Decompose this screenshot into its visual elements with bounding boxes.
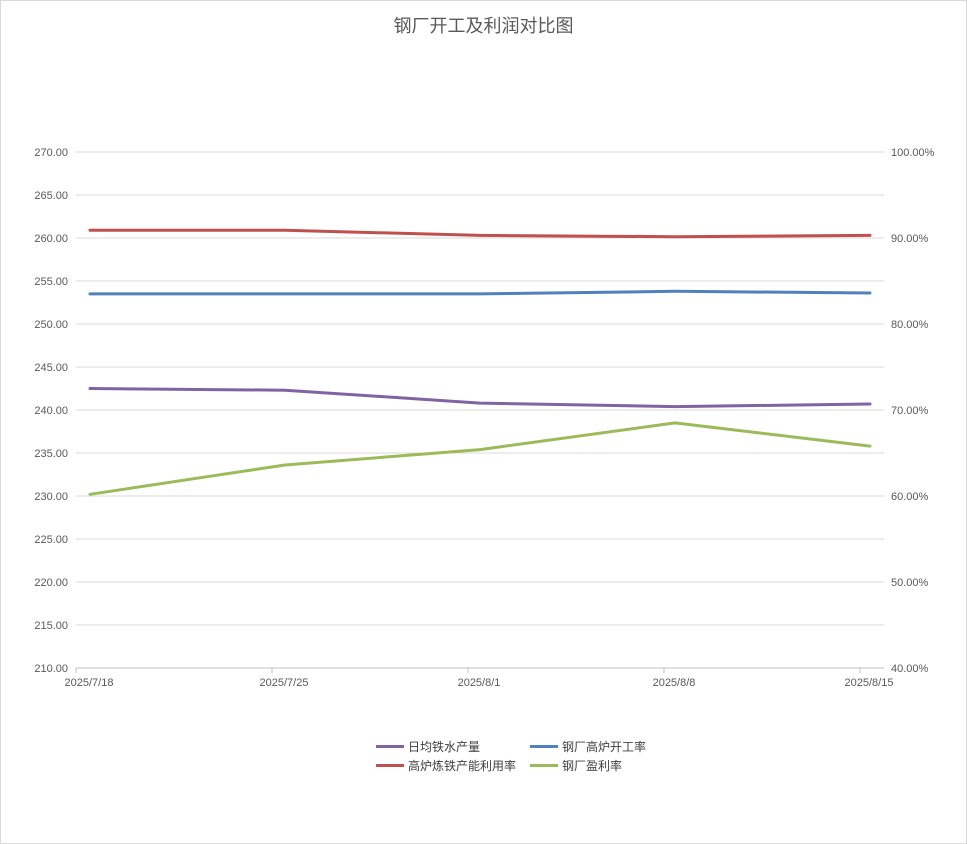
y-right-tick-label: 60.00%: [891, 491, 929, 503]
left-axis-ticks: 270.00 265.00 260.00 255.00 250.00 245.00 240.…: [34, 147, 68, 675]
legend-label-capacity-util: 高炉炼铁产能利用率: [408, 759, 517, 773]
legend-label-daily-iron: 日均铁水产量: [408, 740, 481, 754]
y-left-tick-label: 260.00: [34, 233, 68, 245]
right-axis-ticks: 100.00% 90.00% 80.00% 70.00% 60.00% 50.00% 40.…: [891, 147, 935, 675]
y-left-tick-label: 230.00: [34, 491, 68, 503]
x-tick-label: 2025/7/18: [65, 677, 114, 689]
y-left-tick-label: 250.00: [34, 319, 68, 331]
series-lines: [88, 228, 872, 496]
y-left-tick-label: 270.00: [34, 147, 68, 159]
legend-item-capacity-util: 高炉炼铁产能利用率: [376, 757, 516, 774]
legend-swatch-daily-iron: [376, 745, 404, 748]
y-left-tick-label: 210.00: [34, 663, 68, 675]
legend-item-furnace-rate: 钢厂高炉开工率: [530, 738, 646, 755]
y-right-tick-label: 70.00%: [891, 405, 929, 417]
y-left-tick-label: 225.00: [34, 534, 68, 546]
y-right-tick-label: 80.00%: [891, 319, 929, 331]
y-left-tick-label: 235.00: [34, 448, 68, 460]
y-left-tick-label: 220.00: [34, 577, 68, 589]
legend-label-profit-rate: 钢厂盈利率: [562, 759, 623, 773]
y-left-tick-label: 245.00: [34, 362, 68, 374]
legend-label-furnace-rate: 钢厂高炉开工率: [562, 740, 647, 754]
legend-swatch-profit-rate: [530, 764, 558, 767]
x-tick-label: 2025/8/15: [845, 677, 894, 689]
legend-item-daily-iron: 日均铁水产量: [376, 738, 480, 755]
series-capacity-util-line: [88, 228, 872, 239]
y-right-tick-label: 90.00%: [891, 233, 929, 245]
y-left-tick-label: 240.00: [34, 405, 68, 417]
series-daily-iron-line: [88, 387, 872, 409]
gridlines: [76, 151, 884, 626]
y-right-tick-label: 40.00%: [891, 663, 929, 675]
series-furnace-rate-line: [88, 289, 872, 296]
x-tick-label: 2025/7/25: [260, 677, 309, 689]
y-right-tick-label: 50.00%: [891, 577, 929, 589]
legend-item-profit-rate: 钢厂盈利率: [530, 757, 622, 774]
legend-swatch-furnace-rate: [530, 745, 558, 748]
y-left-tick-label: 255.00: [34, 276, 68, 288]
x-tick-label: 2025/8/1: [458, 677, 501, 689]
series-profit-rate-line: [88, 421, 872, 496]
x-axis: 2025/7/18 2025/7/25 2025/8/1 2025/8/8 2025/8…: [65, 667, 894, 689]
x-tick-label: 2025/8/8: [653, 677, 696, 689]
legend-swatch-capacity-util: [376, 764, 404, 767]
y-left-tick-label: 265.00: [34, 190, 68, 202]
chart-title: 钢厂开工及利润对比图: [393, 16, 574, 37]
y-left-tick-label: 215.00: [34, 620, 68, 632]
y-right-tick-label: 100.00%: [891, 147, 935, 159]
